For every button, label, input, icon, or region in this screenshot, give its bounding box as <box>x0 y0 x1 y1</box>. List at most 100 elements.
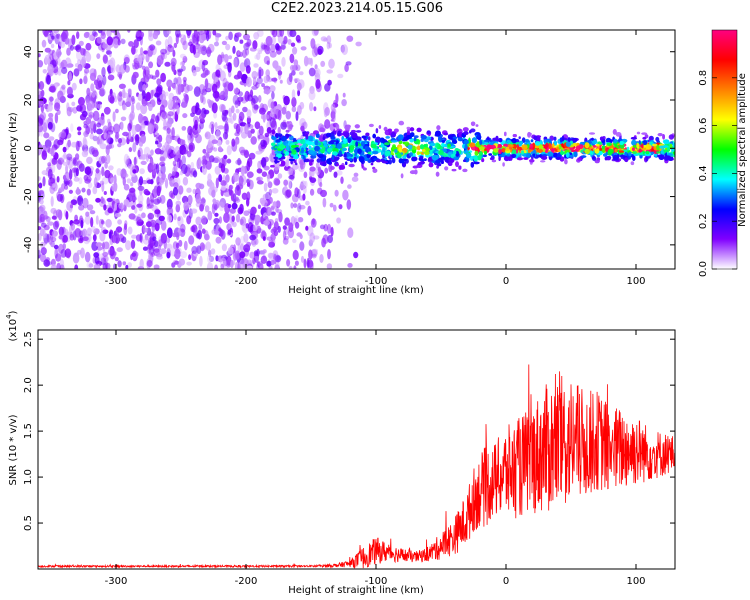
heatmap-cell <box>182 55 188 63</box>
heatmap-cell <box>176 68 184 73</box>
snr-panel: -300 -200 -100 0 100 0.5 1.0 1.5 2.0 2.5 Height … <box>5 310 676 596</box>
heatmap-cell <box>57 67 62 76</box>
heatmap-cell <box>308 90 316 101</box>
heatmap-cell <box>543 139 548 144</box>
heatmap-cell <box>214 165 221 175</box>
heatmap-cell <box>66 47 71 56</box>
heatmap-cell <box>237 207 243 215</box>
heatmap-cell <box>279 30 285 37</box>
heatmap-cell <box>342 92 346 98</box>
heatmap-cell <box>147 212 155 220</box>
heatmap-cell <box>527 149 531 153</box>
heatmap-cell <box>663 140 670 145</box>
heatmap-cell <box>260 139 266 147</box>
heatmap-cell <box>205 160 212 170</box>
heatmap-cell <box>271 129 276 135</box>
heatmap-cell <box>498 155 501 161</box>
heatmap-cell <box>630 161 635 166</box>
heatmap-cell <box>291 70 296 76</box>
heatmap-cell <box>511 153 517 158</box>
heatmap-cell <box>466 152 472 159</box>
heatmap-cell <box>62 146 67 153</box>
heatmap-cell <box>218 216 222 224</box>
heatmap-cell <box>156 84 163 93</box>
heatmap-cell <box>122 131 129 137</box>
heatmap-cell <box>77 63 83 72</box>
heatmap-cell <box>245 65 251 74</box>
heatmap-cell <box>428 162 434 168</box>
heatmap-cell <box>321 237 326 248</box>
heatmap-cell <box>90 83 95 92</box>
heatmap-cell <box>199 114 205 121</box>
heatmap-cell <box>265 69 271 77</box>
heatmap-cell <box>345 161 348 165</box>
heatmap-cell <box>235 108 240 114</box>
heatmap-cell <box>71 167 77 173</box>
heatmap-cell <box>40 247 47 255</box>
heatmap-cell <box>463 150 469 154</box>
heatmap-cell <box>198 156 204 167</box>
heatmap-cell <box>489 139 493 143</box>
heatmap-cell <box>158 215 165 222</box>
heatmap-cell <box>258 263 264 269</box>
heatmap-cell <box>107 207 113 214</box>
heatmap-cell <box>173 253 181 258</box>
heatmap-cell <box>152 31 159 40</box>
heatmap-cell <box>71 223 75 231</box>
heatmap-cell <box>336 217 341 224</box>
heatmap-cell <box>354 148 359 155</box>
heatmap-cell <box>102 262 107 269</box>
heatmap-cell <box>151 168 157 179</box>
heatmap-cell <box>599 136 604 141</box>
heatmap-cell <box>123 183 130 191</box>
heatmap-cell <box>39 196 44 201</box>
heatmap-cell <box>105 262 111 269</box>
heatmap-cell <box>48 136 55 141</box>
heatmap-cell <box>239 175 247 186</box>
heatmap-cell <box>536 136 541 143</box>
heatmap-cell <box>222 82 227 88</box>
heatmap-cell <box>57 139 64 146</box>
heatmap-cell <box>309 102 314 112</box>
heatmap-cell <box>543 144 548 150</box>
heatmap-cell <box>357 148 362 154</box>
heatmap-cell <box>48 112 54 118</box>
heatmap-cell <box>44 139 52 149</box>
heatmap-cell <box>38 247 41 256</box>
heatmap-cell <box>340 176 344 184</box>
heatmap-cell <box>143 120 149 126</box>
heatmap-cell <box>38 192 42 203</box>
heatmap-cell <box>324 119 331 129</box>
heatmap-cell <box>309 260 314 269</box>
heatmap-cell <box>591 137 594 141</box>
heatmap-cell <box>242 106 248 113</box>
heatmap-cell <box>287 168 294 176</box>
heatmap-cell <box>96 122 102 128</box>
heatmap-cell <box>86 156 93 165</box>
heatmap-cell <box>471 137 477 144</box>
heatmap-cell <box>573 151 578 158</box>
heatmap-cell <box>228 70 232 78</box>
heatmap-cell <box>295 111 299 122</box>
heatmap-cell <box>131 98 136 105</box>
heatmap-cell <box>314 64 318 70</box>
heatmap-cell <box>263 114 270 120</box>
heatmap-cell <box>554 140 557 146</box>
heatmap-cell <box>143 75 150 83</box>
heatmap-cell <box>89 72 97 82</box>
heatmap-cell <box>612 129 617 135</box>
heatmap-cell <box>200 73 207 78</box>
heatmap-cell <box>205 30 210 42</box>
heatmap-cell <box>58 234 64 240</box>
heatmap-cell <box>92 186 98 195</box>
heatmap-cell <box>658 145 666 149</box>
heatmap-cell <box>213 156 221 164</box>
heatmap-cell <box>366 153 371 159</box>
heatmap-cell <box>227 62 232 73</box>
heatmap-cell <box>347 227 354 238</box>
heatmap-x-label: Height of straight line (km) <box>288 285 424 296</box>
heatmap-cell <box>271 136 277 140</box>
heatmap-cell <box>398 120 405 126</box>
heatmap-cell <box>632 151 637 155</box>
heatmap-cell <box>260 43 264 51</box>
